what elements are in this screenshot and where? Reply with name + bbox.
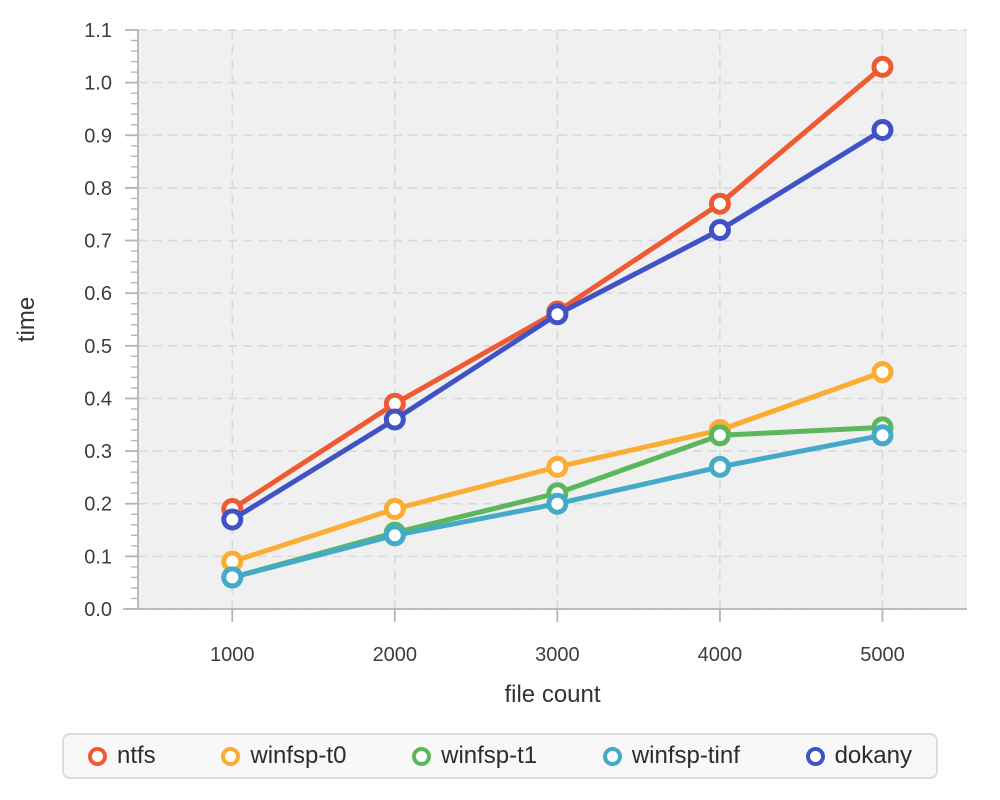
marker-winfsp-t1 bbox=[708, 424, 731, 447]
legend-label: winfsp-t1 bbox=[441, 742, 538, 769]
marker-winfsp-tinf bbox=[708, 455, 731, 478]
y-tick-label: 0.8 bbox=[84, 178, 112, 200]
y-tick-label: 0.4 bbox=[84, 388, 112, 410]
marker-dokany bbox=[546, 303, 569, 326]
marker-winfsp-tinf bbox=[383, 524, 406, 547]
marker-dokany bbox=[871, 119, 894, 142]
y-axis-title: time bbox=[13, 297, 40, 342]
marker-winfsp-t0 bbox=[871, 361, 894, 384]
legend-marker-icon bbox=[221, 746, 241, 766]
marker-dokany bbox=[708, 219, 731, 242]
y-tick-label: 0.3 bbox=[84, 441, 112, 463]
legend-label: ntfs bbox=[117, 742, 156, 769]
legend-marker-icon bbox=[805, 746, 825, 766]
plot-svg: 0.0 0.1 0.2 0.3 0.4 0.5 0.6 0.7 0.8 0.9 1.0 1.1 1000… bbox=[13, 20, 967, 708]
legend-item-ntfs: ntfs bbox=[88, 742, 156, 770]
legend-item-winfsp-t0: winfsp-t0 bbox=[221, 742, 346, 770]
legend-label: winfsp-tinf bbox=[631, 742, 740, 769]
y-tick-label: 0.7 bbox=[84, 231, 112, 253]
marker-ntfs bbox=[871, 55, 894, 78]
marker-winfsp-tinf bbox=[546, 492, 569, 515]
legend-marker-icon bbox=[88, 746, 107, 766]
y-tick-label: 0.2 bbox=[84, 494, 112, 516]
legend: ntfs winfsp-t0 winfsp-t1 winfsp-tinf dokany bbox=[62, 733, 938, 779]
y-tick-label: 1.1 bbox=[84, 20, 112, 42]
marker-winfsp-t0 bbox=[383, 497, 406, 520]
legend-label: dokany bbox=[834, 742, 912, 769]
legend-marker-icon bbox=[412, 746, 432, 766]
marker-ntfs bbox=[708, 192, 731, 215]
x-axis-title: file count bbox=[504, 681, 600, 708]
legend-item-winfsp-tinf: winfsp-tinf bbox=[602, 742, 740, 770]
legend-marker-icon bbox=[602, 746, 622, 766]
x-tick-label: 4000 bbox=[698, 644, 743, 666]
y-tick-label: 0.9 bbox=[84, 125, 112, 147]
marker-dokany bbox=[383, 408, 406, 431]
y-tick-label: 0.6 bbox=[84, 283, 112, 305]
legend-item-dokany: dokany bbox=[805, 742, 912, 770]
marker-winfsp-t0 bbox=[546, 455, 569, 478]
y-tick-label: 0.1 bbox=[84, 546, 112, 568]
legend-label: winfsp-t0 bbox=[250, 742, 347, 769]
x-tick-label: 1000 bbox=[210, 644, 255, 666]
x-tick-label: 5000 bbox=[860, 644, 905, 666]
marker-winfsp-tinf bbox=[221, 566, 244, 589]
x-tick-label: 3000 bbox=[535, 644, 580, 666]
legend-item-winfsp-t1: winfsp-t1 bbox=[412, 742, 537, 770]
x-tick-label: 2000 bbox=[373, 644, 418, 666]
marker-dokany bbox=[221, 508, 244, 531]
y-tick-label: 0.0 bbox=[84, 599, 112, 621]
marker-winfsp-tinf bbox=[871, 424, 894, 447]
y-tick-label: 1.0 bbox=[84, 73, 112, 95]
y-tick-label: 0.5 bbox=[84, 336, 112, 358]
